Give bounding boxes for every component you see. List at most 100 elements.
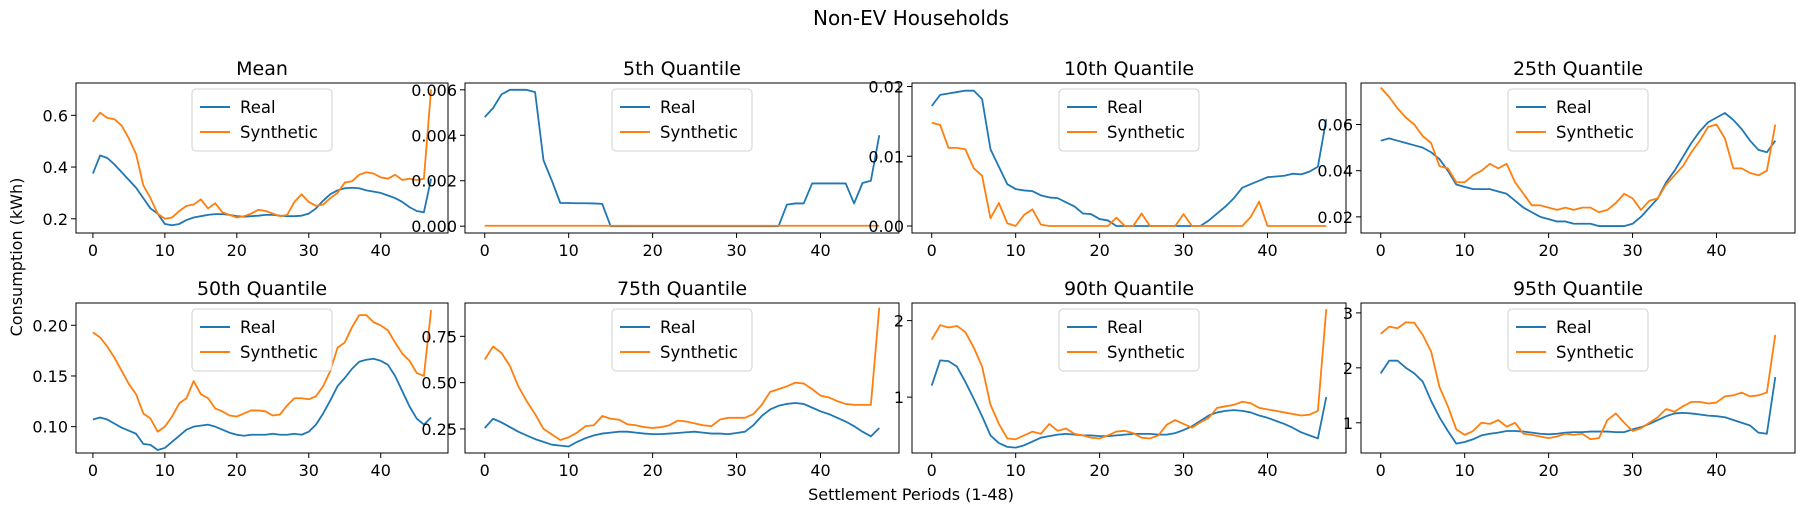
x-tick-label: 20 xyxy=(1089,241,1109,260)
legend-label-real: Real xyxy=(1556,98,1592,117)
legend-box xyxy=(1058,308,1200,372)
figure-ylabel: Consumption (kWh) xyxy=(7,178,26,337)
x-tick-label: 40 xyxy=(810,461,830,480)
x-tick-label: 40 xyxy=(1257,241,1277,260)
x-tick-label: 30 xyxy=(726,461,746,480)
x-tick-label: 10 xyxy=(558,241,578,260)
subplot-3: 10th Quantile 0 10 20 30 40 0.00 0.01 0.02 Real Sy… xyxy=(868,58,1347,260)
y-tick-label: 0.004 xyxy=(411,126,457,145)
subplot-title: 90th Quantile xyxy=(1064,278,1194,300)
y-tick-label: 0.10 xyxy=(32,418,68,437)
legend-label-real: Real xyxy=(1107,98,1143,117)
x-tick-label: 10 xyxy=(1454,461,1474,480)
subplot-5: 50th Quantile 0 10 20 30 40 0.10 0.15 0.20 Real Sy… xyxy=(32,278,449,480)
y-tick-label: 1 xyxy=(894,388,904,407)
series-line-real xyxy=(92,357,432,451)
series-line-real xyxy=(930,359,1328,449)
legend-box xyxy=(611,88,753,152)
axes-frame xyxy=(75,302,449,454)
y-tick-label: 0.25 xyxy=(421,420,457,439)
x-tick-label: 20 xyxy=(227,461,247,480)
x-tick-label: 40 xyxy=(1706,241,1726,260)
x-tick-label: 20 xyxy=(1538,241,1558,260)
y-tick-label: 1 xyxy=(1343,414,1353,433)
subplot-4: 25th Quantile 0 10 20 30 40 0.02 0.04 0.06 Real Sy… xyxy=(1317,58,1796,260)
x-tick-label: 10 xyxy=(1454,241,1474,260)
legend-box xyxy=(191,308,333,372)
legend: Real Synthetic xyxy=(1058,88,1200,152)
legend-label-real: Real xyxy=(240,318,276,337)
legend: Real Synthetic xyxy=(611,308,753,372)
axes-frame xyxy=(464,82,900,234)
series-line-synthetic xyxy=(931,121,1327,227)
subplot-title: 10th Quantile xyxy=(1064,58,1194,80)
legend-label-synthetic: Synthetic xyxy=(1107,343,1185,362)
x-tick-label: 30 xyxy=(1622,241,1642,260)
legend-label-synthetic: Synthetic xyxy=(240,123,318,142)
x-tick-label: 30 xyxy=(1173,461,1193,480)
x-tick-label: 0 xyxy=(480,241,490,260)
y-tick-label: 0.06 xyxy=(1317,116,1353,135)
x-tick-label: 40 xyxy=(810,241,830,260)
legend-label-synthetic: Synthetic xyxy=(1107,123,1185,142)
x-tick-label: 0 xyxy=(927,241,937,260)
x-tick-label: 0 xyxy=(927,461,937,480)
series-line-real xyxy=(92,154,432,227)
axes-frame xyxy=(911,302,1347,454)
y-tick-label: 0.01 xyxy=(868,147,904,166)
x-tick-label: 0 xyxy=(480,461,490,480)
y-tick-label: 0.6 xyxy=(43,106,68,125)
series-line-synthetic xyxy=(1380,321,1777,441)
subplot-title: 50th Quantile xyxy=(197,278,327,300)
axes-frame xyxy=(75,82,449,234)
subplot-8: 95th Quantile 0 10 20 30 40 1 2 3 Real Synthetic xyxy=(1343,278,1796,480)
legend: Real Synthetic xyxy=(191,308,333,372)
legend-label-synthetic: Synthetic xyxy=(660,343,738,362)
y-tick-label: 3 xyxy=(1343,304,1353,323)
subplot-title: 75th Quantile xyxy=(617,278,747,300)
subplot-2: 5th Quantile 0 10 20 30 40 0.000 0.002 0.004 0.00… xyxy=(411,58,900,260)
x-tick-label: 0 xyxy=(1376,461,1386,480)
axes-frame xyxy=(1360,302,1796,454)
axes-frame xyxy=(911,82,1347,234)
y-tick-label: 0.02 xyxy=(868,77,904,96)
x-tick-label: 30 xyxy=(1622,461,1642,480)
x-tick-label: 10 xyxy=(1005,461,1025,480)
legend-label-real: Real xyxy=(660,98,696,117)
legend-label-real: Real xyxy=(1556,318,1592,337)
x-tick-label: 20 xyxy=(642,241,662,260)
legend: Real Synthetic xyxy=(1507,88,1649,152)
legend-box xyxy=(191,88,333,152)
subplot-7: 90th Quantile 0 10 20 30 40 1 2 Real Synthetic xyxy=(894,278,1347,480)
subplot-title: Mean xyxy=(236,58,288,80)
subplot-6: 75th Quantile 0 10 20 30 40 0.25 0.50 0.75 Real Sy… xyxy=(421,278,900,480)
axes-frame xyxy=(1360,82,1796,234)
x-tick-label: 20 xyxy=(642,461,662,480)
x-tick-label: 0 xyxy=(88,461,98,480)
y-tick-label: 0.15 xyxy=(32,367,68,386)
series-line-synthetic xyxy=(483,307,881,441)
legend: Real Synthetic xyxy=(611,88,753,152)
y-tick-label: 0.04 xyxy=(1317,162,1353,181)
series-line-synthetic xyxy=(930,309,1328,441)
legend-label-synthetic: Synthetic xyxy=(1556,343,1634,362)
x-tick-label: 30 xyxy=(299,461,319,480)
x-tick-label: 40 xyxy=(1706,461,1726,480)
y-tick-label: 2 xyxy=(894,312,904,331)
legend-label-synthetic: Synthetic xyxy=(1556,123,1634,142)
legend-label-real: Real xyxy=(240,98,276,117)
y-tick-label: 0.2 xyxy=(43,210,68,229)
x-tick-label: 0 xyxy=(88,241,98,260)
x-tick-label: 20 xyxy=(227,241,247,260)
y-tick-label: 2 xyxy=(1343,359,1353,378)
legend-box xyxy=(611,308,753,372)
y-tick-label: 0.20 xyxy=(32,316,68,335)
subplot-1: Mean 0 10 20 30 40 0.2 0.4 0.6 Real Synthetic xyxy=(43,58,449,260)
y-tick-label: 0.002 xyxy=(411,172,457,191)
legend: Real Synthetic xyxy=(1058,308,1200,372)
legend-box xyxy=(1507,88,1649,152)
x-tick-label: 40 xyxy=(371,241,391,260)
y-tick-label: 0.50 xyxy=(421,374,457,393)
figure-title: Non-EV Households xyxy=(813,6,1009,30)
